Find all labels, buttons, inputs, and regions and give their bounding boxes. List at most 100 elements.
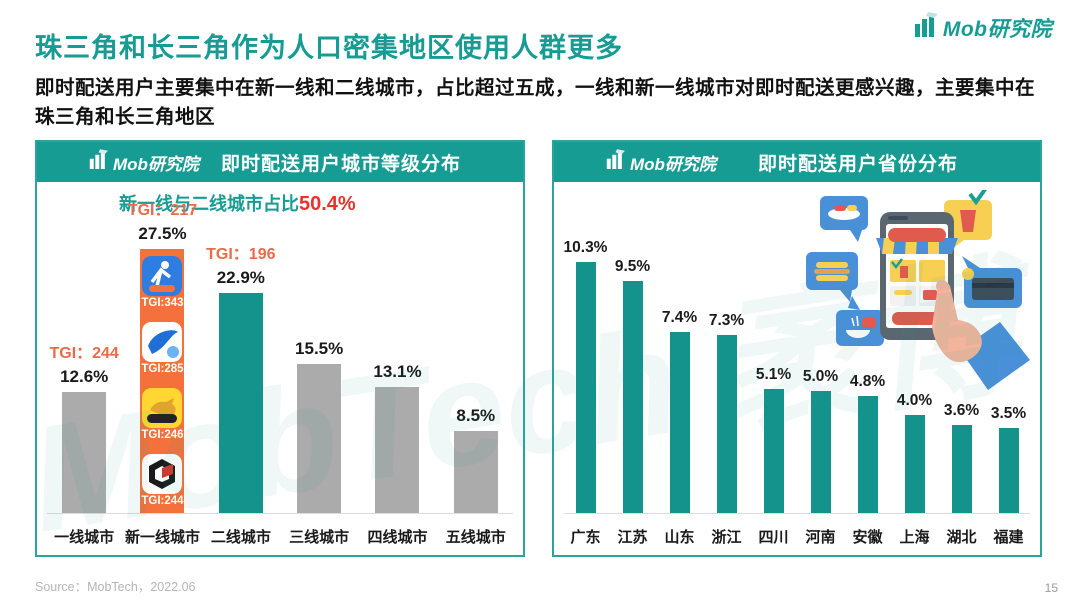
tgi-label: TGI：196 xyxy=(206,246,276,263)
app-tgi-label: TGI:343 xyxy=(141,296,184,309)
mob-research-logo: Mob研究院 xyxy=(914,12,1052,43)
x-axis-label: 安徽 xyxy=(852,529,883,546)
bar xyxy=(716,335,737,513)
value-label: 10.3% xyxy=(563,239,608,256)
x-axis-label: 新一线城市 xyxy=(124,529,200,546)
app-tgi-label: TGI:244 xyxy=(141,494,184,507)
x-axis-label: 五线城市 xyxy=(445,529,506,546)
app-tgi-label: TGI:285 xyxy=(141,362,184,375)
province-chart-panel: Mob研究院 即时配送用户省份分布 xyxy=(552,140,1042,557)
annotation-text: 新一线与二线城市占比 xyxy=(119,194,299,214)
chart-title: 即时配送用户城市等级分布 xyxy=(220,153,461,175)
x-axis-label: 广东 xyxy=(570,529,601,546)
bar-column: TGI：217 27.5% TGI:343 TGI:285 TGI:246 TGI:244 xyxy=(123,178,201,513)
x-axis-label: 河南 xyxy=(805,529,836,546)
pointing-hand xyxy=(932,280,1030,390)
brand-name: Mob研究院 xyxy=(113,154,199,174)
value-label: 9.5% xyxy=(614,258,651,275)
bar-column: TGI：244 12.6% xyxy=(45,178,123,513)
x-axis-label: 江苏 xyxy=(617,529,648,546)
bar xyxy=(62,392,107,513)
bar-column: 4.8% xyxy=(844,178,891,513)
x-axis-label: 一线城市 xyxy=(54,529,115,546)
bar-column: 10.3% xyxy=(562,178,609,513)
province-plot-area: 10.3% 9.5% 7.4% 7.3% 5.1% 5.0% 4.8% 4.0% 3.6% 3.5… xyxy=(554,182,1040,555)
value-label: 4.8% xyxy=(849,373,886,390)
value-label: 22.9% xyxy=(216,268,265,287)
city-tier-annotation: 新一线与二线城市占比50.4% xyxy=(119,190,356,216)
source-note: Source：MobTech，2022.06 xyxy=(35,580,196,594)
bar xyxy=(904,415,925,513)
page-subtitle: 即时配送用户主要集中在新一线和二线城市，占比超过五成，一线和新一线城市对即时配送… xyxy=(35,77,1036,129)
bar-column: 8.5% xyxy=(437,178,515,513)
value-label: 5.0% xyxy=(802,368,839,385)
city-tier-x-labels: 一线城市 新一线城市 二线城市 三线城市 四线城市 五线城市 xyxy=(45,526,515,547)
bar xyxy=(297,364,342,513)
building-chart-icon xyxy=(606,149,625,175)
building-chart-icon xyxy=(914,12,938,43)
bar xyxy=(453,431,498,513)
x-axis-label: 四线城市 xyxy=(367,529,428,546)
bar-column: 4.0% xyxy=(891,178,938,513)
tgi-label: TGI：244 xyxy=(49,345,119,362)
bar-column: TGI：196 22.9% xyxy=(202,178,280,513)
province-x-labels: 广东 江苏 山东 浙江 四川 河南 安徽 上海 湖北 福建 xyxy=(562,526,1032,547)
value-label: 12.6% xyxy=(60,367,109,386)
x-axis-label: 二线城市 xyxy=(210,529,271,546)
brand-name: Mob研究院 xyxy=(942,17,1052,41)
value-label: 15.5% xyxy=(295,339,344,358)
x-axis-label: 福建 xyxy=(993,529,1024,546)
value-label: 3.5% xyxy=(990,405,1027,422)
value-label: 5.1% xyxy=(755,366,792,383)
food-bubble-burger xyxy=(806,252,858,302)
bar-column: 9.5% xyxy=(609,178,656,513)
bar xyxy=(375,387,420,513)
bar-column: 3.6% xyxy=(938,178,985,513)
payment-bubble-card xyxy=(962,256,1022,308)
bar-column: 5.0% xyxy=(797,178,844,513)
bar xyxy=(669,332,690,513)
x-axis-label: 浙江 xyxy=(711,529,742,546)
city-tier-chart-header: Mob研究院 即时配送用户城市等级分布 xyxy=(37,142,523,182)
embedded-app: TGI:343 xyxy=(141,255,184,309)
value-label: 7.3% xyxy=(708,312,745,329)
page-number: 15 xyxy=(1044,581,1058,595)
x-axis-line xyxy=(564,513,1030,514)
building-chart-icon xyxy=(89,149,108,175)
bar: TGI:343 TGI:285 TGI:246 TGI:244 xyxy=(140,249,185,513)
x-axis-label: 上海 xyxy=(899,529,930,546)
bar-column: 7.3% xyxy=(703,178,750,513)
value-label: 7.4% xyxy=(661,309,698,326)
city-tier-plot-area: 新一线与二线城市占比50.4% TGI：244 12.6% TGI：217 27.5%… xyxy=(37,182,523,555)
mob-research-logo-small: Mob研究院 xyxy=(89,149,199,175)
order-bubble-cup xyxy=(944,186,992,252)
hummingbird-delivery-app-icon xyxy=(142,321,183,362)
city-tier-chart-panel: Mob研究院 即时配送用户城市等级分布 新一线与二线城市占比50.4% TGI：… xyxy=(35,140,525,557)
bar-column: 7.4% xyxy=(656,178,703,513)
province-chart-header: Mob研究院 即时配送用户省份分布 xyxy=(554,142,1040,182)
bar xyxy=(218,293,263,513)
value-label: 8.5% xyxy=(456,406,496,425)
x-axis-label: 湖北 xyxy=(946,529,977,546)
bar-column: 3.5% xyxy=(985,178,1032,513)
page-title: 珠三角和长三角作为人口密集地区使用人群更多 xyxy=(35,33,623,63)
g-shield-delivery-app-icon xyxy=(142,453,183,494)
bar xyxy=(622,281,643,513)
chart-title: 即时配送用户省份分布 xyxy=(757,153,958,175)
bar xyxy=(575,262,596,513)
bar xyxy=(998,428,1019,513)
province-bars: 10.3% 9.5% 7.4% 7.3% 5.1% 5.0% 4.8% 4.0% 3.6% 3.5… xyxy=(562,178,1032,513)
app-tgi-label: TGI:246 xyxy=(141,428,184,441)
food-bubble-sushi xyxy=(820,196,868,242)
bar xyxy=(951,425,972,513)
mob-research-logo-small: Mob研究院 xyxy=(606,149,716,175)
bar xyxy=(810,391,831,513)
value-label: 3.6% xyxy=(943,402,980,419)
bar xyxy=(763,389,784,513)
bar-column: 13.1% xyxy=(358,178,436,513)
runner-delivery-app-icon xyxy=(142,255,183,296)
kangaroo-delivery-app-icon xyxy=(142,387,183,428)
value-label: 27.5% xyxy=(138,224,187,243)
tgi-label: TGI：217 xyxy=(127,202,198,219)
